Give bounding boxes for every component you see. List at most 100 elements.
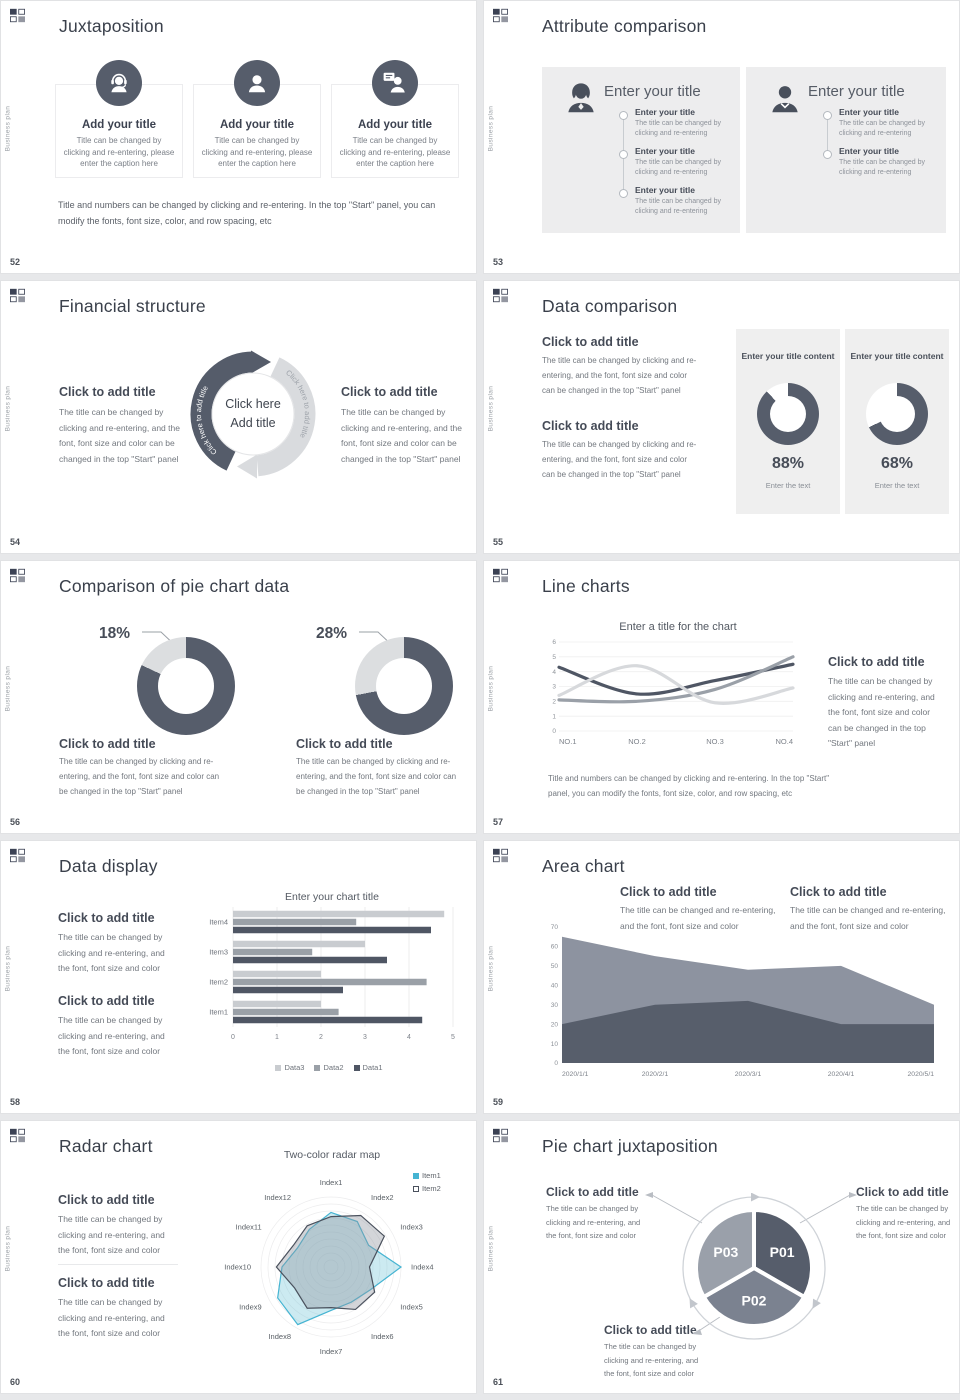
svg-text:0: 0	[552, 728, 556, 735]
svg-text:4: 4	[407, 1034, 411, 1041]
callout-line	[799, 1192, 857, 1224]
stat-card-title: Enter your title content	[850, 351, 944, 361]
callout-line	[645, 1192, 703, 1224]
section-body: The title can be changed by clicking and…	[59, 407, 180, 464]
timeline-item-desc: The title can be changed by clicking and…	[635, 198, 722, 215]
card-title: Add your title	[357, 119, 433, 131]
slide-53-attribute-comparison[interactable]: Business plan Attribute comparison Enter…	[483, 0, 960, 274]
person-female-icon	[568, 83, 594, 113]
section-body: The title can be changed by clicking and…	[828, 676, 935, 748]
person-presentation-icon	[372, 60, 418, 106]
callout-heading: Click to add title	[604, 1323, 697, 1337]
footer-note: Title and numbers can be changed by clic…	[58, 200, 436, 226]
legend-item: Item2	[413, 1184, 441, 1193]
panel-title: Enter your title	[604, 83, 701, 100]
timeline-item-title: Enter your title	[839, 146, 899, 156]
pie-chart: P01 P02 P03	[679, 1192, 829, 1348]
slide-60-radar-chart[interactable]: Business plan Radar chart Click to add t…	[0, 1120, 477, 1394]
svg-text:Index11: Index11	[236, 1223, 262, 1232]
brand-vertical-text: Business plan	[4, 105, 12, 152]
slide-58-data-display[interactable]: Business plan Data display Click to add …	[0, 840, 477, 1114]
svg-text:5: 5	[451, 1034, 455, 1041]
timeline-item-desc: The title can be changed by clicking and…	[635, 159, 722, 176]
section-body: The title can be changed by clicking and…	[58, 1297, 165, 1338]
stat-card-subtitle: Enter the text	[874, 481, 920, 490]
chart-title: Enter your chart title	[285, 891, 379, 903]
slide-59-area-chart[interactable]: Business plan Area chart Click to add ti…	[483, 840, 960, 1114]
page-title: Comparison of pie chart data	[59, 576, 290, 596]
page-number: 59	[493, 1097, 504, 1107]
svg-text:0: 0	[554, 1060, 558, 1067]
card-caption: Title can be changed by clicking and re-…	[63, 136, 175, 168]
cycle-arrowhead	[251, 350, 271, 374]
svg-text:Index8: Index8	[268, 1332, 291, 1341]
timeline-item-desc: The title can be changed by clicking and…	[839, 159, 926, 176]
section-heading: Click to add title	[828, 655, 925, 669]
timeline-item-desc: The title can be changed by clicking and…	[635, 120, 722, 137]
page-title: Attribute comparison	[542, 16, 707, 36]
logo-icon	[493, 848, 508, 863]
page-number: 60	[10, 1377, 21, 1387]
svg-text:2020/2/1: 2020/2/1	[642, 1071, 669, 1078]
slide-54-financial-structure[interactable]: Business plan Financial structure Click …	[0, 280, 477, 554]
page-number: 57	[493, 817, 504, 827]
cycle-arrowhead	[237, 454, 257, 479]
page-number: 56	[10, 817, 21, 827]
brand-vertical-text: Business plan	[4, 665, 12, 712]
brand-vertical-text: Business plan	[487, 1225, 495, 1272]
page-number: 58	[10, 1097, 21, 1107]
svg-text:1: 1	[552, 713, 556, 720]
line-chart: 0 1 2 3 4 5 6 NO.1 NO.2 NO.3 NO.4	[544, 633, 800, 754]
slide-56-pie-comparison[interactable]: Business plan Comparison of pie chart da…	[0, 560, 477, 834]
slide-52-juxtaposition[interactable]: Business plan Juxtaposition	[0, 0, 477, 274]
timeline-item: Enter your title The title can be change…	[839, 146, 935, 178]
donut-percent: 68%	[880, 455, 914, 472]
slide-55-data-comparison[interactable]: Business plan Data comparison Click to a…	[483, 280, 960, 554]
timeline-line	[827, 115, 828, 158]
logo-icon	[493, 288, 508, 303]
page-title: Pie chart juxtaposition	[542, 1136, 718, 1156]
footer-note: Title and numbers can be changed by clic…	[548, 774, 830, 798]
logo-icon	[493, 8, 508, 23]
section-heading: Click to add title	[59, 737, 156, 751]
svg-text:Index4: Index4	[411, 1263, 434, 1272]
callout-body: The title can be changed by clicking and…	[856, 1204, 951, 1240]
chart-legend: Item1 Item2	[413, 1171, 441, 1197]
svg-text:2020/4/1: 2020/4/1	[828, 1071, 855, 1078]
brand-vertical-text: Business plan	[4, 945, 12, 992]
section-heading: Click to add title	[58, 994, 155, 1008]
area-chart: 0 10 20 30 40 50 60 70 2020/1/1 2020/2/1 2020/3/1 2…	[536, 919, 940, 1086]
donut-percent: 88%	[771, 455, 805, 472]
svg-text:P01: P01	[770, 1244, 795, 1260]
svg-text:Index12: Index12	[264, 1193, 291, 1202]
svg-text:Item2: Item2	[209, 978, 228, 987]
page-title: Area chart	[542, 856, 625, 876]
comparison-panel-right: Enter your title Enter your title The ti…	[746, 67, 946, 233]
timeline-dot	[619, 189, 628, 198]
bar-chart: 0 1 2 3 4 5 Item4 Item3 Item2 Item1	[197, 903, 461, 1058]
section-body: The title can be changed by clicking and…	[341, 407, 462, 464]
svg-text:2020/3/1: 2020/3/1	[735, 1071, 762, 1078]
brand-vertical-text: Business plan	[487, 105, 495, 152]
stat-card: Enter your title content 88% Enter the t…	[736, 329, 840, 514]
timeline-item-title: Enter your title	[635, 185, 695, 195]
svg-text:3: 3	[552, 684, 556, 691]
chart-title: Two-color radar map	[283, 1149, 381, 1161]
svg-text:3: 3	[363, 1034, 367, 1041]
svg-text:Index5: Index5	[400, 1303, 423, 1312]
donut-chart	[137, 637, 235, 735]
callout-body: The title can be changed by clicking and…	[604, 1342, 699, 1378]
svg-text:P02: P02	[742, 1292, 767, 1308]
section-body: The title can be changed by clicking and…	[542, 356, 697, 395]
card-caption: Title can be changed by clicking and re-…	[339, 136, 451, 168]
svg-text:60: 60	[551, 944, 559, 951]
page-number: 61	[493, 1377, 504, 1387]
comparison-panel-left: Enter your title Enter your title The ti…	[542, 67, 740, 233]
svg-text:2: 2	[319, 1034, 323, 1041]
donut-callout-label: 28%	[316, 625, 348, 642]
slide-57-line-charts[interactable]: Business plan Line charts Enter a title …	[483, 560, 960, 834]
svg-text:30: 30	[551, 1002, 559, 1009]
callout-heading: Click to add title	[856, 1185, 949, 1199]
slide-61-pie-juxtaposition[interactable]: Business plan Pie chart juxtaposition Cl…	[483, 1120, 960, 1394]
